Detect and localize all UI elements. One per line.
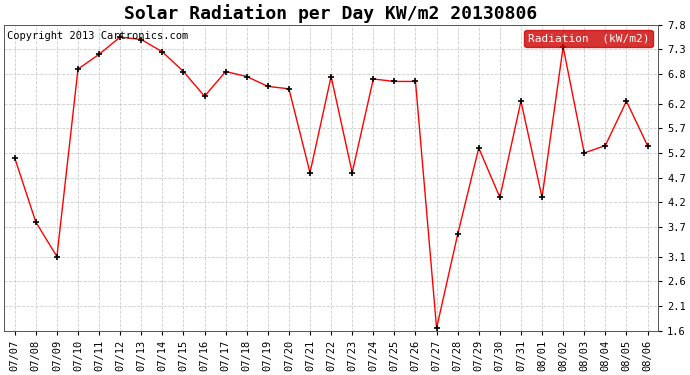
Title: Solar Radiation per Day KW/m2 20130806: Solar Radiation per Day KW/m2 20130806 [124,4,538,23]
Text: Copyright 2013 Cartronics.com: Copyright 2013 Cartronics.com [8,31,188,41]
Legend: Radiation  (kW/m2): Radiation (kW/m2) [524,30,653,47]
